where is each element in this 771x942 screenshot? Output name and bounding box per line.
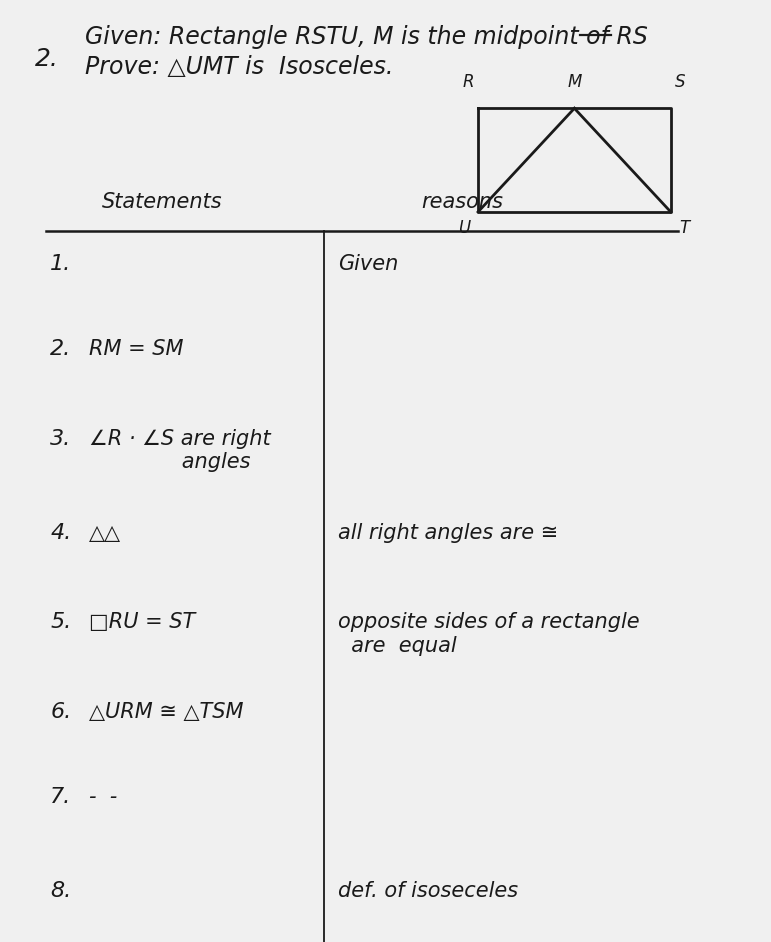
Text: T: T bbox=[679, 219, 690, 237]
Text: def. of isoseceles: def. of isoseceles bbox=[338, 881, 518, 901]
Text: -  -: - - bbox=[89, 787, 117, 806]
Text: 6.: 6. bbox=[50, 702, 72, 722]
Text: opposite sides of a rectangle
  are  equal: opposite sides of a rectangle are equal bbox=[338, 612, 639, 656]
Text: 2.: 2. bbox=[50, 339, 72, 359]
Text: 3.: 3. bbox=[50, 429, 72, 448]
Text: △△: △△ bbox=[89, 523, 121, 543]
Text: 8.: 8. bbox=[50, 881, 72, 901]
Text: S: S bbox=[675, 73, 685, 91]
Text: Given: Rectangle RSTU, M is the midpoint of RS: Given: Rectangle RSTU, M is the midpoint… bbox=[85, 25, 648, 49]
Text: △URM ≅ △TSM: △URM ≅ △TSM bbox=[89, 702, 243, 722]
Text: Given: Given bbox=[338, 254, 398, 274]
Text: Prove: △UMT is  Isosceles.: Prove: △UMT is Isosceles. bbox=[85, 55, 393, 78]
Text: □RU = ST: □RU = ST bbox=[89, 612, 195, 632]
Text: 1.: 1. bbox=[50, 254, 72, 274]
Text: reasons: reasons bbox=[422, 192, 503, 212]
Text: M: M bbox=[567, 73, 581, 91]
Text: Statements: Statements bbox=[102, 192, 222, 212]
Text: U: U bbox=[458, 219, 470, 237]
Text: all right angles are ≅: all right angles are ≅ bbox=[338, 523, 558, 543]
Text: 2.: 2. bbox=[35, 47, 59, 71]
Text: RM = SM: RM = SM bbox=[89, 339, 183, 359]
Text: 7.: 7. bbox=[50, 787, 72, 806]
Text: 4.: 4. bbox=[50, 523, 72, 543]
Text: ∠R · ∠S are right
              angles: ∠R · ∠S are right angles bbox=[89, 429, 271, 472]
Text: 5.: 5. bbox=[50, 612, 72, 632]
Text: R: R bbox=[463, 73, 474, 91]
